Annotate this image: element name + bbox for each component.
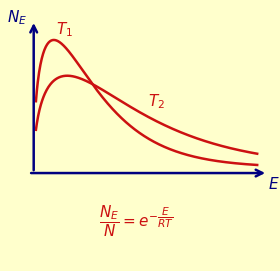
Text: $\dfrac{N_E}{N} = e^{-\dfrac{E}{RT}}$: $\dfrac{N_E}{N} = e^{-\dfrac{E}{RT}}$ <box>99 204 174 239</box>
Text: $T_2$: $T_2$ <box>148 92 165 111</box>
Text: $E$: $E$ <box>267 176 279 192</box>
Text: $T_1$: $T_1$ <box>57 20 74 39</box>
Text: $N_E$: $N_E$ <box>8 8 28 27</box>
